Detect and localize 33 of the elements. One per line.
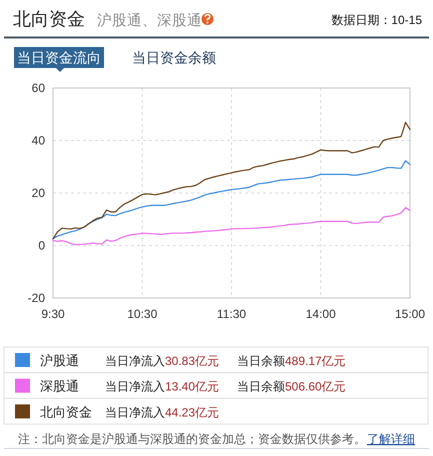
text: 当日净流入 (105, 405, 165, 420)
text: 当日净流入 (105, 380, 165, 394)
text: 13.40亿元 (165, 380, 220, 394)
y-tick-label: 40 (32, 134, 46, 148)
text: 30.83亿元 (165, 354, 220, 368)
legend-label: 沪股通 (40, 353, 79, 368)
x-tick-label: 10:30 (127, 307, 158, 321)
text: 506.60亿元 (285, 380, 346, 394)
x-tick-label: 14:00 (306, 307, 336, 321)
text: 当日余额 (237, 354, 285, 368)
y-tick-label: 0 (38, 238, 46, 252)
x-tick-label: 11:30 (216, 307, 246, 321)
text: 注：北向资金是沪股通与深股通的资金加总；资金数据仅供参考。 (18, 432, 366, 446)
y-tick-label: 20 (32, 186, 46, 200)
text: 当日余额 (237, 380, 285, 394)
y-tick-label: 60 (32, 81, 46, 95)
y-tick-label: -20 (28, 291, 46, 305)
text: 当日资金流向 (17, 50, 101, 66)
x-tick-label: 9:30 (41, 307, 65, 321)
text: 489.17亿元 (285, 354, 346, 368)
legend-label: 深股通 (40, 378, 79, 394)
text: 数据日期：10-15 (331, 13, 422, 27)
text: 当日净流入 (105, 354, 165, 368)
text: 了解详细 (367, 432, 415, 446)
legend-label: 北向资金 (40, 404, 92, 420)
chart-title: 北向资金 (13, 9, 85, 29)
text: 当日资金余额 (132, 50, 216, 66)
x-tick-label: 15:00 (394, 307, 426, 321)
line-series (52, 122, 411, 240)
line-series (52, 207, 411, 246)
line-series (52, 160, 411, 240)
text: 44.23亿元 (165, 405, 220, 420)
chart-subtitle: 沪股通、深股通 (97, 12, 202, 29)
